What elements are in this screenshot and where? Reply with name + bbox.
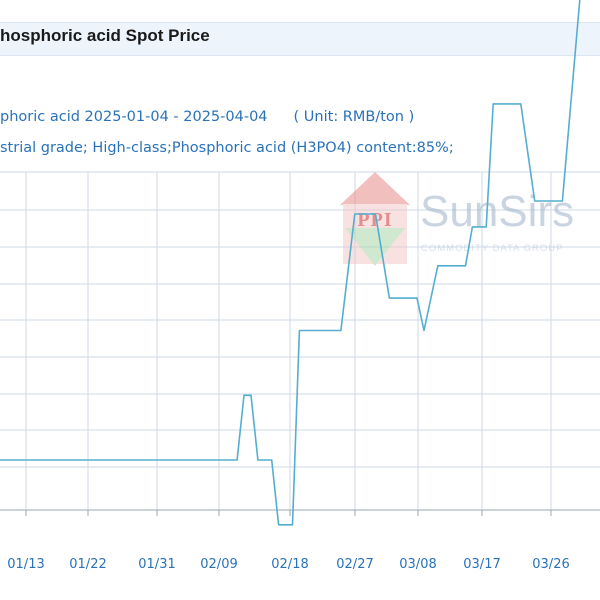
title-bar [0,22,600,56]
unit-label: ( Unit: RMB/ton ) [293,109,415,125]
chart-subtitle: phoric acid 2025-01-04 - 2025-04-04 ( Uni… [0,109,414,125]
product-spec: strial grade; High-class;Phosphoric acid… [0,140,454,156]
x-axis [0,509,600,516]
x-tick-label: 01/31 [138,557,175,572]
x-tick-label: 02/18 [271,557,308,572]
series-group [0,0,581,526]
watermark: PPI SunSirs COMMODITY DATA GROUP [340,172,574,266]
x-tick-labels: 01/13 01/22 01/31 02/09 02/18 02/27 03/08 03/17… [7,557,569,572]
series-line [0,0,581,526]
x-tick-label: 03/08 [399,557,436,572]
x-tick-label: 01/22 [69,557,106,572]
x-tick-label: 01/13 [7,557,44,572]
x-tick-label: 03/26 [532,557,569,572]
series-date-range: phoric acid 2025-01-04 - 2025-04-04 [0,109,268,125]
x-tick-label: 02/09 [200,557,237,572]
logo-roof [340,172,410,205]
x-tick-label: 03/17 [463,557,500,572]
watermark-tagline: COMMODITY DATA GROUP [421,243,563,254]
watermark-brand: SunSirs [420,187,574,236]
logo-text: PPI [357,209,392,231]
chart-title: hosphoric acid Spot Price [0,26,210,45]
logo-arrow [345,228,405,266]
x-tick-label: 02/27 [336,557,373,572]
